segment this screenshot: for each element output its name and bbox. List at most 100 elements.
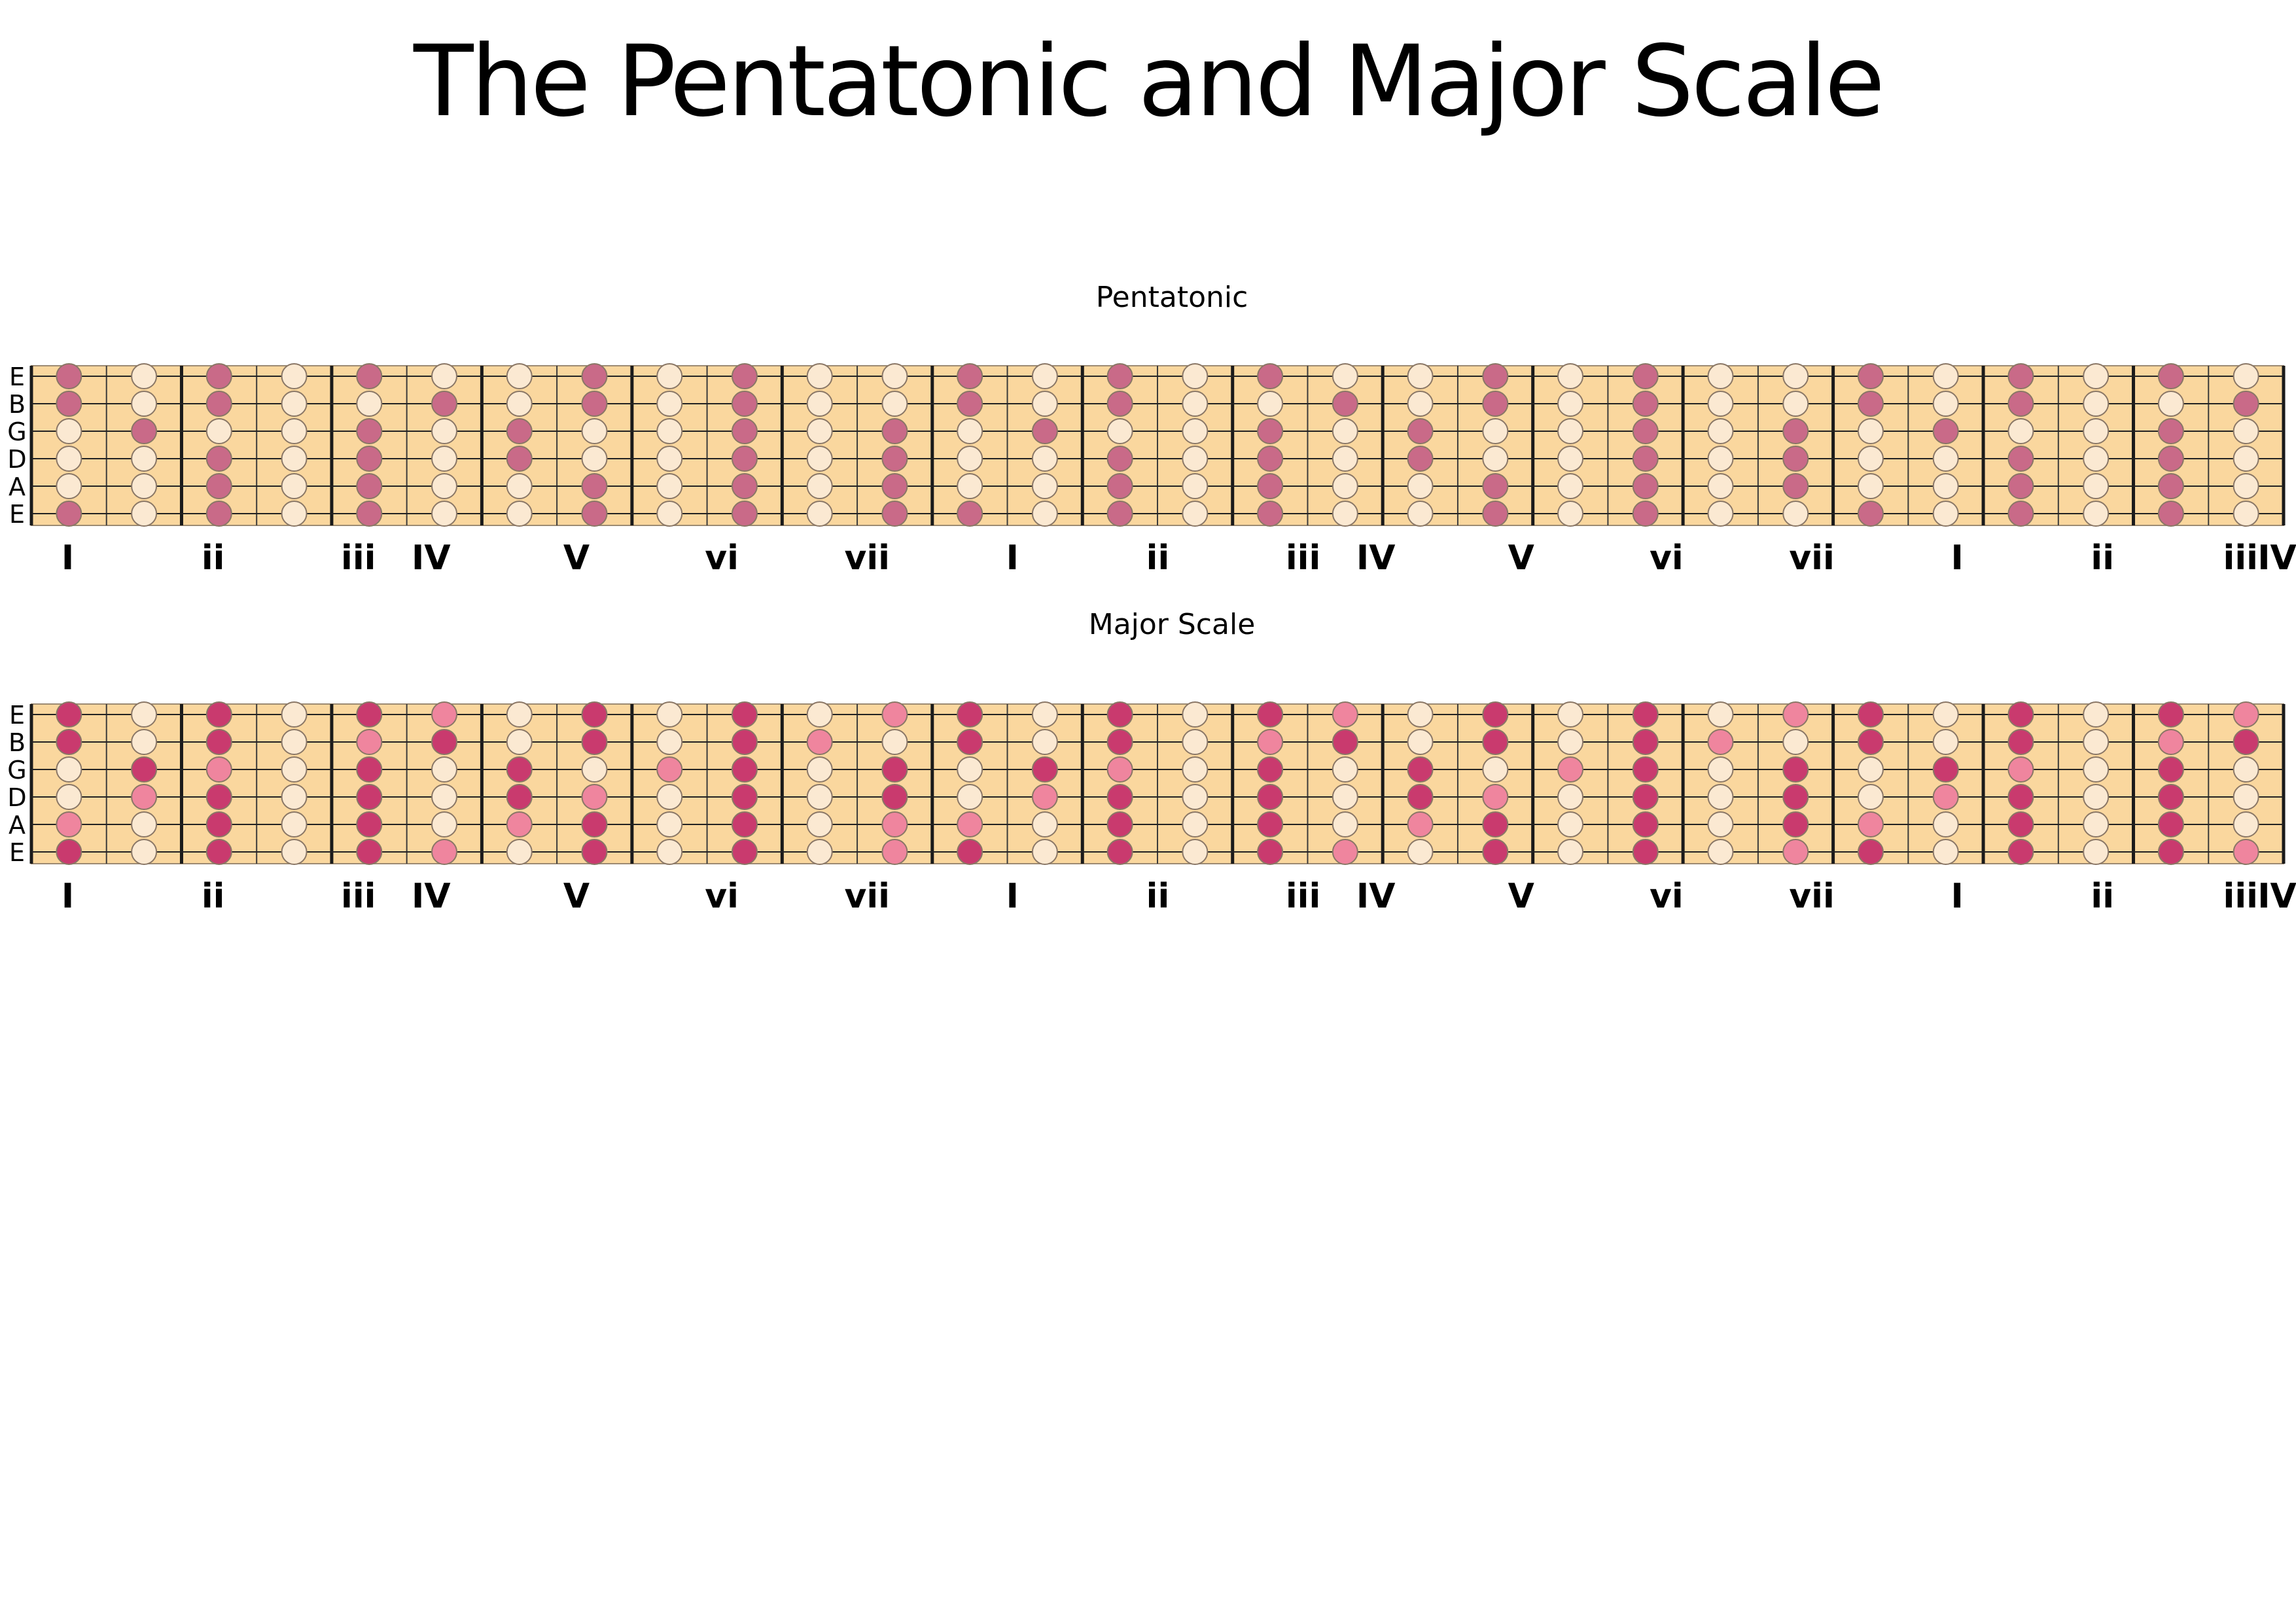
note-major-secondary — [881, 839, 908, 865]
note-major-primary — [1782, 784, 1809, 810]
note-empty — [656, 501, 683, 527]
note-major-primary — [205, 729, 232, 755]
note-empty — [957, 784, 983, 810]
note-major-secondary — [1332, 701, 1358, 728]
note-empty — [1932, 446, 1959, 472]
scale-degree-label: V — [1508, 877, 1534, 916]
note-major-primary — [581, 839, 608, 865]
note-pentatonic — [581, 391, 608, 417]
note-pentatonic — [2007, 446, 2034, 472]
note-empty — [656, 729, 683, 755]
note-empty — [1557, 729, 1584, 755]
note-major-primary — [1257, 811, 1284, 838]
note-empty — [2233, 784, 2259, 810]
note-pentatonic — [2157, 363, 2184, 389]
note-empty — [281, 418, 308, 444]
note-empty — [1031, 363, 1058, 389]
scale-degree-label: iii — [1286, 538, 1320, 578]
note-major-secondary — [1257, 729, 1284, 755]
note-empty — [131, 391, 158, 417]
note-empty — [1557, 446, 1584, 472]
scale-degree-label: IV — [1356, 877, 1396, 916]
note-empty — [1707, 784, 1734, 810]
note-empty — [431, 811, 458, 838]
scale-degree-label: vii — [844, 877, 890, 916]
note-empty — [881, 363, 908, 389]
note-empty — [1557, 363, 1584, 389]
note-pentatonic — [356, 363, 383, 389]
pentatonic-title: Pentatonic — [1095, 281, 1248, 314]
note-major-secondary — [1932, 784, 1959, 810]
note-empty — [957, 446, 983, 472]
note-empty — [656, 391, 683, 417]
note-empty — [1557, 784, 1584, 810]
note-major-primary — [431, 729, 458, 755]
note-pentatonic — [2007, 391, 2034, 417]
string-label: E — [9, 838, 25, 867]
note-empty — [2083, 501, 2110, 527]
string-label: E — [9, 500, 25, 529]
note-pentatonic — [2007, 363, 2034, 389]
note-empty — [1106, 418, 1133, 444]
note-major-primary — [2233, 729, 2259, 755]
note-empty — [806, 501, 833, 527]
note-major-secondary — [1407, 811, 1434, 838]
scale-degree-label: vi — [705, 877, 739, 916]
note-pentatonic — [1106, 391, 1133, 417]
note-major-primary — [1106, 839, 1133, 865]
string-label: A — [9, 472, 26, 501]
note-empty — [281, 784, 308, 810]
note-empty — [131, 446, 158, 472]
note-pentatonic — [581, 363, 608, 389]
note-empty — [2157, 391, 2184, 417]
note-major-primary — [1782, 756, 1809, 783]
note-pentatonic — [957, 501, 983, 527]
string-label: D — [7, 445, 26, 474]
note-empty — [56, 418, 82, 444]
note-empty — [806, 756, 833, 783]
note-empty — [1932, 363, 1959, 389]
note-pentatonic — [2007, 501, 2034, 527]
note-empty — [1182, 756, 1209, 783]
note-major-primary — [1106, 811, 1133, 838]
note-empty — [1182, 701, 1209, 728]
string-label: G — [7, 756, 26, 785]
note-pentatonic — [957, 391, 983, 417]
note-empty — [806, 418, 833, 444]
note-empty — [2083, 363, 2110, 389]
note-empty — [431, 501, 458, 527]
note-major-primary — [2157, 839, 2184, 865]
note-empty — [1407, 473, 1434, 499]
note-empty — [1031, 391, 1058, 417]
note-major-secondary — [881, 701, 908, 728]
note-empty — [1932, 811, 1959, 838]
note-major-primary — [581, 811, 608, 838]
note-major-primary — [731, 756, 758, 783]
note-empty — [131, 729, 158, 755]
note-major-secondary — [506, 811, 533, 838]
scale-degree-label: vi — [705, 538, 739, 578]
note-pentatonic — [881, 418, 908, 444]
note-major-primary — [1632, 784, 1659, 810]
note-major-primary — [1632, 811, 1659, 838]
note-major-primary — [731, 811, 758, 838]
note-pentatonic — [881, 501, 908, 527]
note-major-primary — [1857, 701, 1884, 728]
note-pentatonic — [131, 418, 158, 444]
note-major-primary — [1857, 839, 1884, 865]
note-major-primary — [56, 701, 82, 728]
note-pentatonic — [506, 418, 533, 444]
note-major-primary — [1482, 811, 1509, 838]
note-major-primary — [731, 729, 758, 755]
note-major-secondary — [2007, 756, 2034, 783]
note-major-secondary — [1782, 701, 1809, 728]
note-pentatonic — [1332, 391, 1358, 417]
note-empty — [2083, 418, 2110, 444]
note-major-primary — [1782, 811, 1809, 838]
note-empty — [1782, 363, 1809, 389]
scale-degree-label: ii — [2091, 877, 2114, 916]
note-empty — [1857, 473, 1884, 499]
note-empty — [881, 391, 908, 417]
note-major-primary — [731, 784, 758, 810]
